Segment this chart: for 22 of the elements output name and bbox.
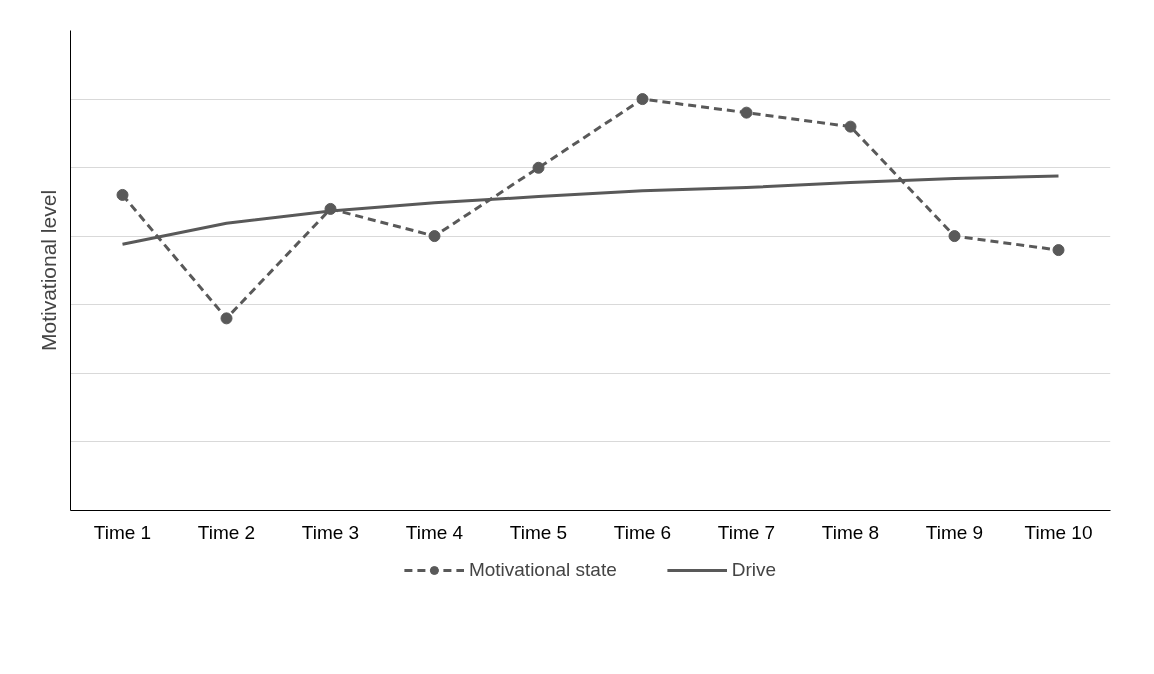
x-tick-label: Time 6 (613, 521, 672, 543)
point (220, 312, 233, 325)
x-tick-label: Time 10 (1024, 521, 1093, 543)
x-tick-label: Time 2 (197, 521, 256, 543)
point (532, 161, 545, 174)
x-tick-label: Time 8 (821, 521, 880, 543)
x-tick-label: Time 9 (925, 521, 984, 543)
x-tick-label: Time 3 (301, 521, 360, 543)
x-tick-label: Time 1 (93, 521, 152, 543)
point (740, 106, 753, 119)
point (428, 230, 441, 243)
legend-label: Motivational state (468, 559, 617, 581)
y-axis-title: Motivational level (36, 189, 60, 352)
x-tick-label: Time 4 (405, 521, 464, 543)
point (948, 230, 961, 243)
legend-label: Drive (731, 559, 777, 581)
point (1052, 244, 1065, 257)
point (844, 120, 857, 133)
x-tick-label: Time 5 (509, 521, 568, 543)
x-tick-label: Time 7 (717, 521, 776, 543)
point (116, 188, 129, 201)
point (636, 93, 649, 106)
